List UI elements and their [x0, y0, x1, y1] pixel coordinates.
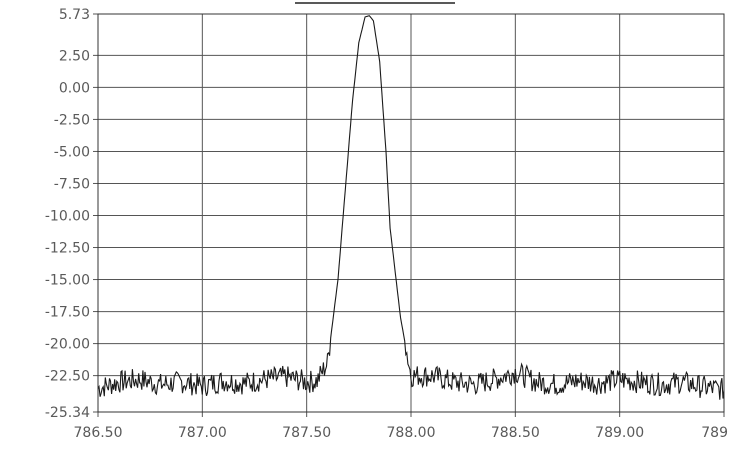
x-tick-label: 787.50: [282, 425, 331, 441]
y-tick-label: -20.00: [45, 337, 90, 353]
y-tick-label: -17.50: [45, 305, 90, 321]
y-tick-label: 5.73: [59, 7, 90, 23]
y-tick-label: -5.00: [54, 144, 90, 160]
x-tick-label: 786.50: [74, 425, 123, 441]
series-group: [97, 15, 725, 400]
y-tick-label: -12.50: [45, 241, 90, 257]
y-tick-label: -7.50: [54, 176, 90, 192]
y-tick-label: -25.34: [45, 405, 90, 421]
spectrum-trace: [97, 15, 725, 400]
x-tick-label: 789.00: [595, 425, 644, 441]
plot-frame: [97, 13, 725, 413]
y-axis-tick-labels: 5.73 2.50 0.00 -2.50 -5.00 -7.50 -10.00 -12.50 -…: [45, 7, 90, 421]
y-tick-label: -22.50: [45, 369, 90, 385]
y-tick-label: -10.00: [45, 208, 90, 224]
x-axis-tick-labels: 786.50 787.00 787.50 788.00 788.50 789.00 789: [74, 425, 729, 441]
y-tick-label: 2.50: [59, 48, 90, 64]
y-tick-label: 0.00: [59, 80, 90, 96]
x-tick-label: 787.00: [178, 425, 227, 441]
x-tick-label: 789: [701, 425, 728, 441]
y-tick-label: -2.50: [54, 112, 90, 128]
x-tick-label: 788.50: [491, 425, 540, 441]
y-tick-label: -15.00: [45, 273, 90, 289]
x-tick-label: 788.00: [387, 425, 436, 441]
